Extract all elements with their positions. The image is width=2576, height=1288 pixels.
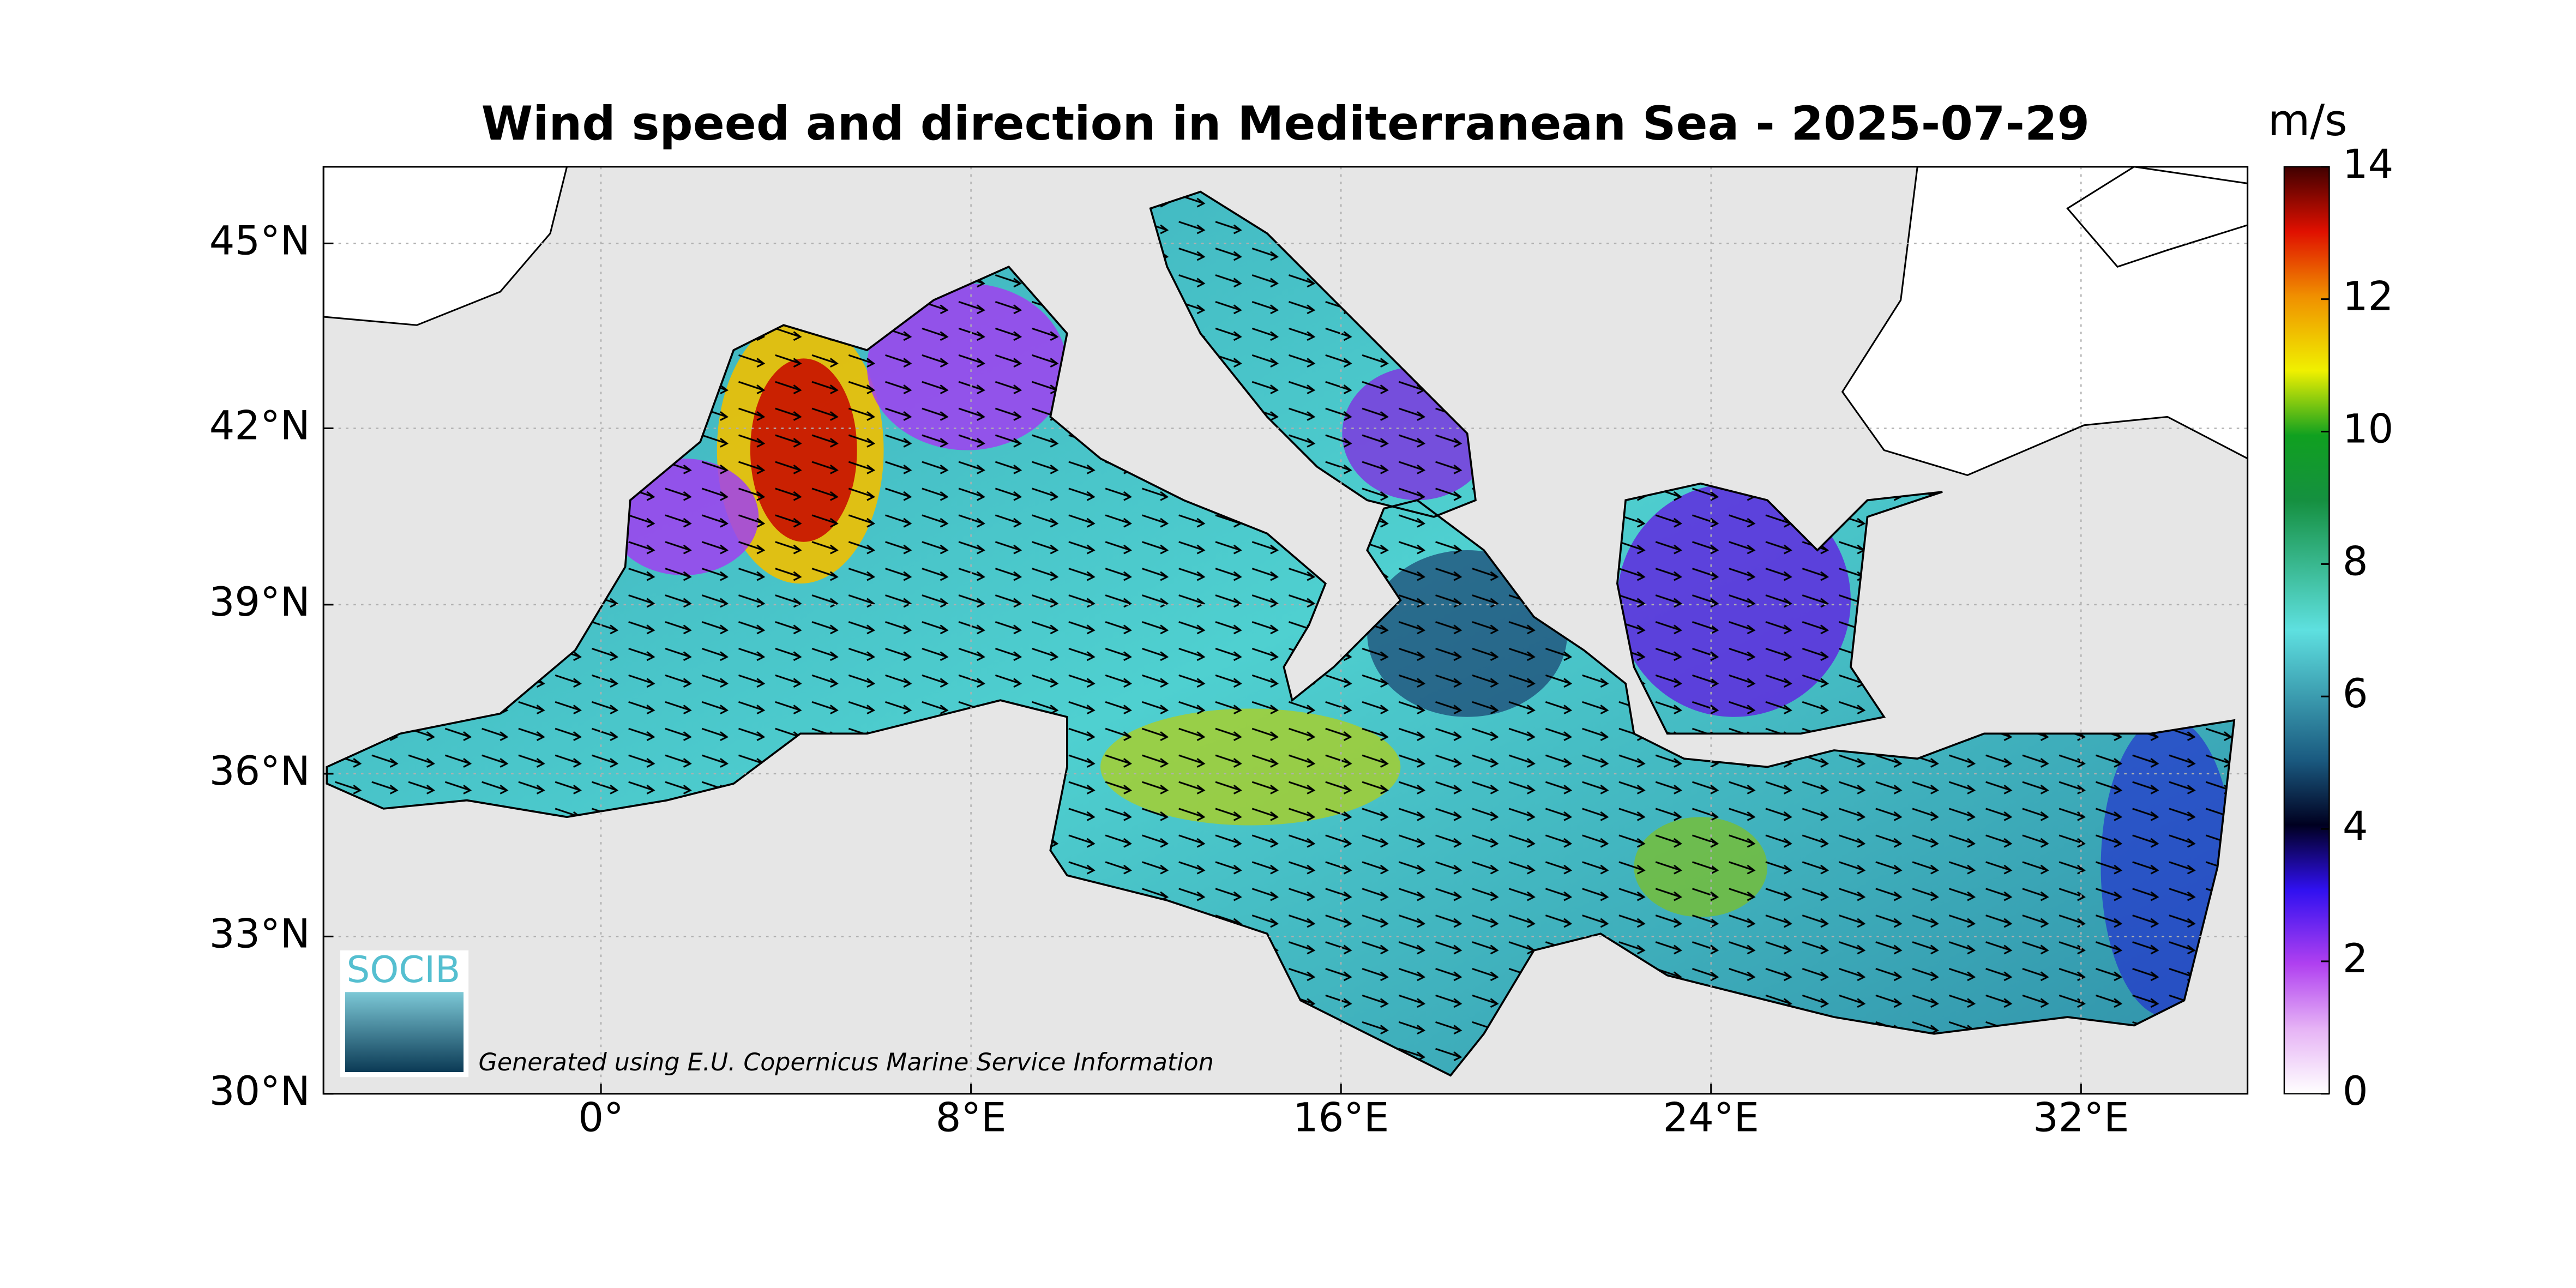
colorbar-tick-label: 8 bbox=[2343, 538, 2368, 585]
x-tick-label: 0° bbox=[578, 1095, 623, 1141]
colorbar-tick-label: 0 bbox=[2343, 1068, 2368, 1115]
y-tick-label: 33°N bbox=[209, 911, 310, 957]
map-title: Wind speed and direction in Mediterranea… bbox=[482, 97, 2090, 151]
logo-wave bbox=[345, 992, 464, 1073]
x-tick-label: 24°E bbox=[1663, 1095, 1759, 1141]
grid bbox=[323, 166, 2248, 1094]
credit: Generated using E.U. Copernicus Marine S… bbox=[479, 1049, 1214, 1076]
land bbox=[323, 166, 568, 326]
y-tick-label: 42°N bbox=[209, 402, 310, 449]
colorbar-tick-label: 2 bbox=[2343, 936, 2368, 982]
y-tick-label: 45°N bbox=[209, 218, 310, 264]
y-tick-label: 30°N bbox=[209, 1068, 310, 1115]
colorbar-label: m/s bbox=[2268, 95, 2348, 146]
coastline bbox=[326, 190, 2236, 1077]
colorbar-tick-label: 12 bbox=[2343, 274, 2393, 320]
y-tick-label: 36°N bbox=[209, 748, 310, 795]
colorbar-tick-label: 14 bbox=[2343, 141, 2393, 188]
logo-text: SOCIB bbox=[347, 948, 461, 991]
map-area bbox=[323, 166, 2248, 1094]
land bbox=[2066, 166, 2248, 268]
colorbar bbox=[2283, 166, 2330, 1095]
y-tick-label: 39°N bbox=[209, 579, 310, 625]
x-tick-label: 8°E bbox=[936, 1095, 1007, 1141]
logo: SOCIB bbox=[340, 948, 469, 1078]
colorbar-tick-label: 4 bbox=[2343, 803, 2368, 850]
x-tick-label: 32°E bbox=[2033, 1095, 2129, 1141]
map-frame bbox=[322, 166, 2249, 1095]
colorbar-tick-label: 6 bbox=[2343, 671, 2368, 717]
colorbar-tick-label: 10 bbox=[2343, 406, 2393, 452]
x-tick-label: 16°E bbox=[1293, 1095, 1389, 1141]
